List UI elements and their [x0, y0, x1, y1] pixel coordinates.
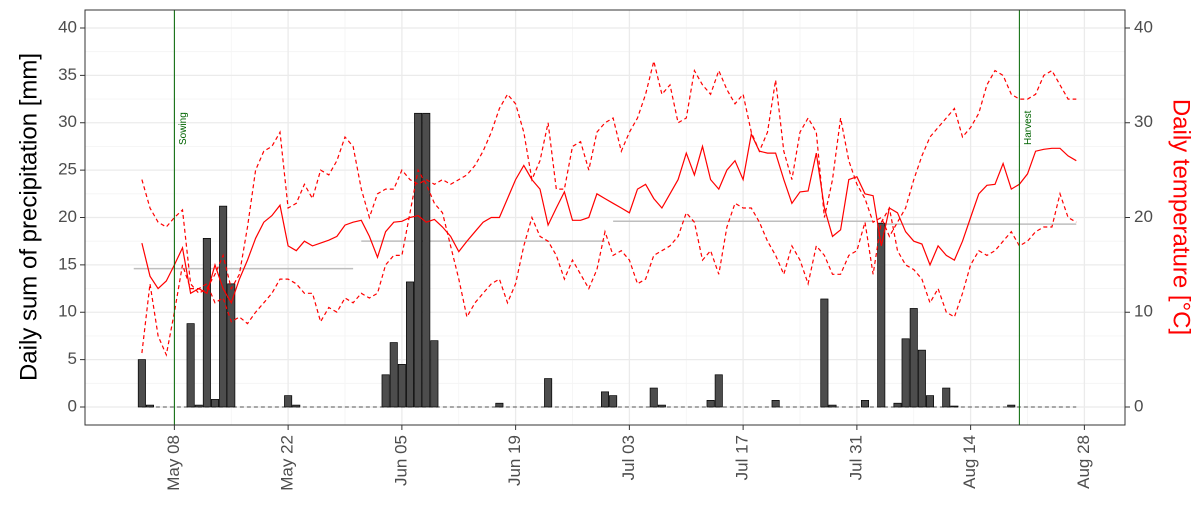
x-tick-label: Jun 19: [505, 435, 524, 486]
bar: [828, 404, 837, 408]
bar: [219, 205, 228, 408]
y-tick-label: 10: [58, 302, 77, 321]
bar: [145, 404, 155, 408]
temperature-line: [141, 61, 1077, 295]
bar: [925, 395, 935, 408]
y2-tick-label: 30: [1134, 112, 1153, 131]
bar: [210, 399, 220, 408]
y2-tick-label: 40: [1134, 17, 1153, 36]
bar: [495, 402, 504, 408]
x-tick-label: Jun 05: [391, 435, 410, 486]
bar: [544, 378, 553, 408]
y-tick-label: 0: [68, 396, 77, 415]
bar: [609, 395, 618, 408]
bar: [820, 298, 829, 408]
y2-tick-label: 20: [1134, 207, 1153, 226]
bar: [893, 402, 902, 408]
bar: [389, 342, 398, 408]
bar: [405, 281, 415, 408]
bar: [292, 404, 301, 408]
temperature-line: [141, 132, 1077, 305]
y-tick-label: 35: [58, 65, 77, 84]
bar: [649, 387, 658, 408]
y-tick-label: 30: [58, 112, 77, 131]
y2-axis-title: Daily temperature [°C]: [1168, 99, 1195, 335]
bar: [1007, 404, 1016, 408]
bar: [397, 364, 406, 408]
bar: [942, 387, 951, 408]
bar: [284, 395, 293, 408]
y-tick-label: 5: [68, 349, 77, 368]
x-tick-label: May 08: [164, 435, 183, 491]
temperature-line: [141, 168, 1077, 357]
y-axis-title: Daily sum of precipitation [mm]: [15, 53, 42, 381]
bar: [909, 308, 918, 408]
x-tick-label: Aug 14: [960, 435, 979, 489]
y-tick-label: 25: [58, 160, 77, 179]
bar: [950, 405, 959, 408]
bar: [917, 349, 926, 408]
bar: [657, 404, 666, 408]
bar: [714, 374, 723, 408]
bar: [422, 112, 431, 408]
bar: [202, 237, 211, 408]
bar: [137, 359, 146, 408]
event-label: Sowing: [178, 112, 189, 145]
bar: [771, 400, 780, 408]
bar: [877, 222, 886, 408]
event-label: Harvest: [1023, 110, 1034, 145]
x-tick-label: Jul 31: [846, 435, 865, 480]
x-tick-label: Jul 03: [619, 435, 638, 480]
bar: [600, 391, 610, 408]
y-tick-label: 40: [58, 17, 77, 36]
bar: [194, 404, 203, 408]
bar: [186, 323, 195, 408]
bar: [901, 338, 910, 408]
y2-tick-label: 10: [1134, 302, 1153, 321]
bar: [414, 112, 423, 408]
x-tick-label: Jul 17: [733, 435, 752, 480]
bar: [860, 400, 870, 408]
y-tick-label: 20: [58, 207, 77, 226]
panel-border: [84, 9, 1126, 426]
bar: [706, 400, 715, 408]
bar: [430, 340, 439, 408]
y2-tick-label: 0: [1134, 396, 1143, 415]
y-tick-label: 15: [58, 254, 77, 273]
bar: [227, 283, 236, 408]
x-tick-label: May 22: [278, 435, 297, 491]
bar: [381, 374, 390, 408]
x-tick-label: Aug 28: [1074, 435, 1093, 489]
